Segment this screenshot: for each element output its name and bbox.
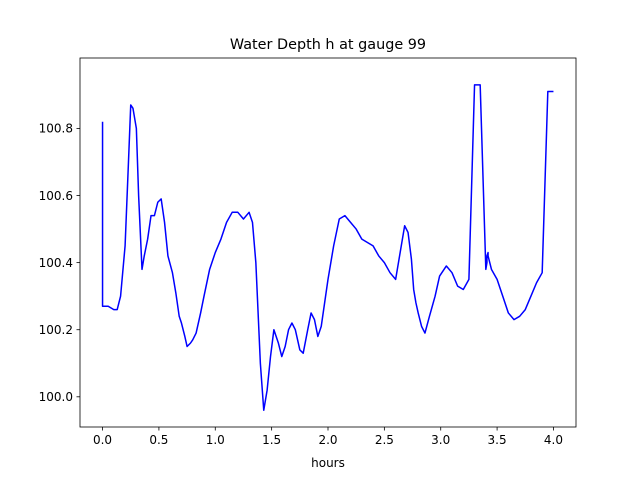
x-tick-label: 0.5 [149, 433, 168, 447]
chart-title: Water Depth h at gauge 99 [230, 37, 426, 53]
x-tick-label: 3.5 [488, 433, 507, 447]
x-tick-label: 2.5 [375, 433, 394, 447]
y-tick-label: 100.8 [39, 122, 73, 136]
x-axis-label: hours [311, 456, 345, 470]
y-tick-label: 100.4 [39, 256, 73, 270]
y-tick-label: 100.2 [39, 323, 73, 337]
y-tick-label: 100.6 [39, 189, 73, 203]
x-tick-label: 2.0 [318, 433, 337, 447]
water-depth-line [101, 84, 554, 411]
x-tick-label: 3.0 [431, 433, 450, 447]
y-tick-label: 100.0 [39, 390, 73, 404]
x-tick-label: 4.0 [544, 433, 563, 447]
y-axis: 100.0 100.2 100.4 100.6 100.8 [39, 122, 80, 404]
x-axis: 0.0 0.5 1.0 1.5 2.0 2.5 3.0 3.5 4.0 [93, 427, 563, 447]
x-tick-label: 0.0 [93, 433, 112, 447]
x-tick-label: 1.5 [262, 433, 281, 447]
x-tick-label: 1.0 [206, 433, 225, 447]
